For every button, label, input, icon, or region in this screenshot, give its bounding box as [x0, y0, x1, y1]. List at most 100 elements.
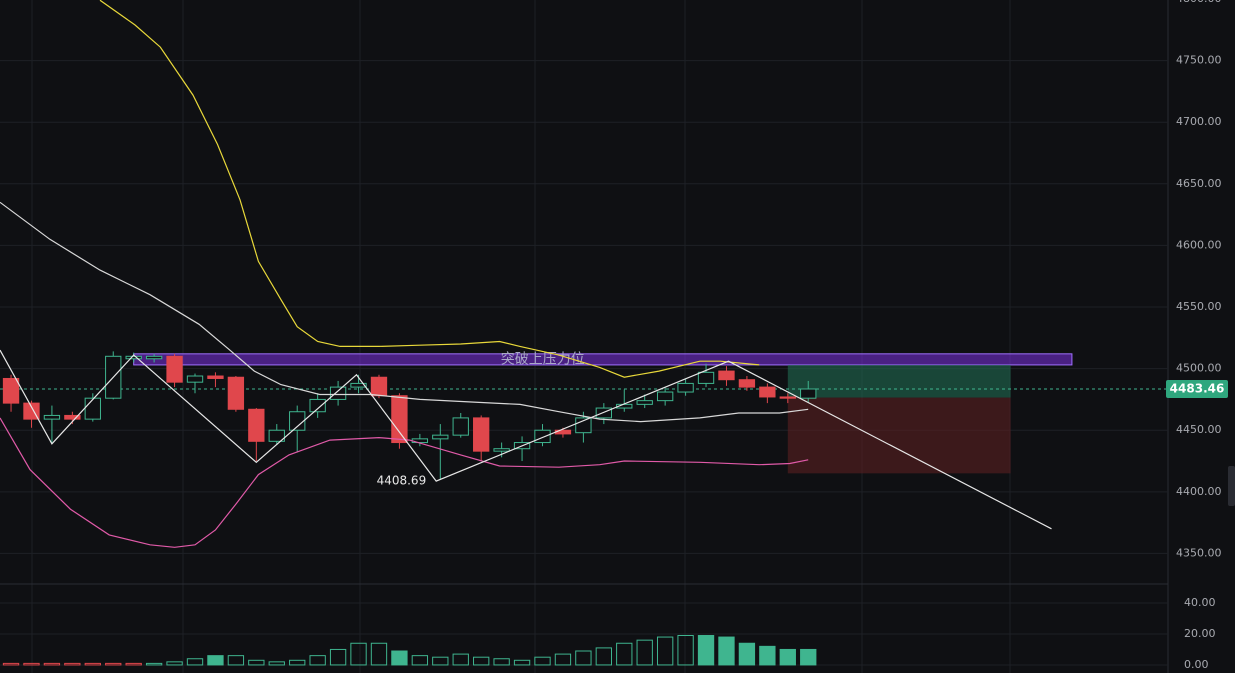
volume-bar: [656, 636, 674, 666]
volume-bar: [289, 659, 306, 666]
price-label: 4483.46: [1170, 381, 1225, 395]
candle-body: [738, 379, 756, 388]
volume-bar: [800, 648, 817, 666]
y-tick-label: 4750.00: [1176, 54, 1222, 67]
candle-body: [145, 355, 163, 360]
candle-body: [2, 377, 20, 404]
candle-body: [779, 396, 796, 399]
volume-bar: [125, 662, 142, 666]
volume-bar: [452, 653, 469, 666]
volume-bar: [738, 642, 756, 666]
volume-bar: [595, 647, 612, 666]
volume-bar: [145, 662, 163, 666]
candle-body: [64, 414, 81, 420]
volume-bar: [329, 648, 347, 666]
zone: [787, 397, 1011, 474]
candle-body: [636, 400, 653, 405]
volume-bar: [554, 653, 572, 666]
vgrid: [31, 0, 1011, 673]
volume-bar: [268, 661, 285, 666]
volume-bar: [309, 655, 326, 666]
volume-bar: [534, 656, 551, 666]
volume-bar: [105, 662, 122, 666]
volume-bar: [759, 645, 776, 666]
volume-bar: [43, 662, 61, 666]
candle-body: [800, 388, 817, 399]
volume-bar: [473, 656, 490, 666]
candle-body: [309, 398, 326, 413]
annotation: 突破上压力位: [501, 351, 585, 367]
candle-body: [432, 434, 449, 440]
candle-body: [329, 386, 347, 400]
candle-body: [84, 397, 101, 420]
volume-tick-label: 40.00: [1184, 596, 1216, 609]
candle-body: [452, 417, 469, 436]
candle-body: [473, 417, 490, 452]
volume-bar: [636, 639, 653, 666]
volume-bar: [718, 636, 735, 666]
indicator-line: [0, 349, 1052, 530]
candle-body: [759, 386, 776, 398]
volume-bar: [166, 661, 183, 666]
candle-body: [23, 402, 40, 420]
candle-body: [227, 376, 245, 410]
volume-bar: [616, 642, 633, 666]
y-tick-label: 4400.00: [1176, 485, 1222, 498]
candle-body: [493, 448, 510, 452]
volume-bar: [493, 658, 510, 666]
y-tick-label: 4550.00: [1176, 300, 1222, 313]
candle-body: [43, 414, 61, 420]
volume-bar: [697, 635, 715, 666]
candle-body: [697, 371, 715, 384]
volume-bar: [227, 655, 245, 666]
indicator-line: [99, 0, 760, 378]
volume-bar: [248, 659, 265, 666]
volume-bar: [350, 642, 367, 666]
y-tick-label: 4450.00: [1176, 423, 1222, 436]
zone: [133, 353, 1073, 366]
volume-bar: [575, 650, 592, 666]
candle-body: [186, 375, 204, 383]
candle-body: [248, 408, 265, 442]
candle-body: [534, 429, 551, 444]
candle-body: [575, 417, 592, 434]
candle-body: [350, 382, 367, 388]
indicator-line: [0, 417, 809, 548]
scroll-handle[interactable]: [1228, 466, 1235, 506]
price-badge: [1166, 379, 1228, 398]
volume-bar: [779, 648, 796, 666]
zone: [787, 364, 1011, 398]
y-tick-label: 4800.00: [1176, 0, 1222, 5]
candle-body: [391, 395, 408, 444]
candle-body: [370, 376, 388, 397]
volume-bar: [432, 656, 449, 666]
volume-bar: [64, 662, 81, 666]
y-tick-label: 4600.00: [1176, 238, 1222, 251]
candle-body: [677, 382, 694, 393]
candle-body: [125, 355, 142, 360]
low-label: 4408.69: [377, 474, 427, 488]
volume-bar: [84, 662, 101, 666]
candle-body: [268, 429, 285, 442]
volume-bar: [677, 635, 694, 666]
y-tick-label: 4700.00: [1176, 115, 1222, 128]
candle-body: [718, 370, 735, 381]
y-tick-label: 4650.00: [1176, 177, 1222, 190]
volume-bar: [2, 662, 20, 666]
volume-bar: [186, 658, 204, 666]
candle-body: [656, 391, 674, 402]
volume-bar: [411, 655, 429, 666]
volume-bar: [513, 659, 531, 666]
volume-tick-label: 0.00: [1184, 658, 1209, 671]
volume-tick-label: 20.00: [1184, 627, 1216, 640]
y-tick-label: 4350.00: [1176, 546, 1222, 559]
candle-body: [207, 375, 224, 379]
volume-bar: [23, 662, 40, 666]
candle-body: [166, 355, 183, 383]
indicator-line: [0, 201, 809, 423]
volume-bar: [207, 655, 224, 666]
volume-bar: [370, 642, 388, 666]
